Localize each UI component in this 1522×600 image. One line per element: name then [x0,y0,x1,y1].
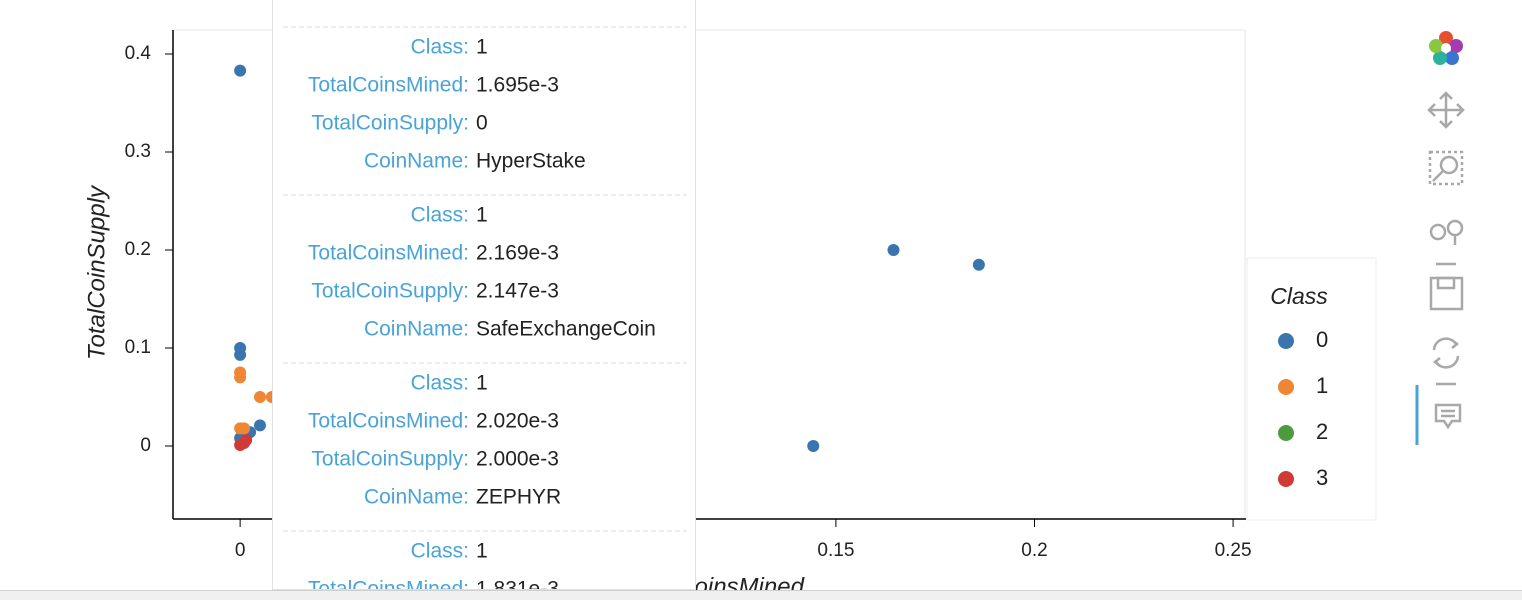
hover-tooltip: CoinName: Bitshares Class: 1 TotalCoinsMined… [272,0,696,590]
tooltip-value: HyperStake [476,150,586,173]
x-tick-label: 0.25 [1215,540,1252,561]
legend-label: 3 [1316,465,1328,490]
tooltip-value: 1 [476,36,488,59]
bokeh-logo [1429,31,1463,65]
tooltip-label: TotalCoinsMined: [308,242,469,265]
tooltip-value: 2.020e-3 [476,410,559,433]
tooltip-value: 0 [476,112,488,135]
tooltip-value: 1 [476,540,488,563]
data-point [253,419,266,432]
y-tick-label: 0.1 [125,337,151,358]
tooltip-label: CoinName: [364,318,469,341]
tooltip-label: Class: [411,540,469,563]
tooltip-value: 1.831e-3 [476,578,559,590]
legend-title: Class [1270,283,1328,309]
y-tick-label: 0.2 [125,239,151,260]
tooltip-label: TotalCoinSupply: [311,448,469,471]
tooltip-label: TotalCoinSupply: [311,280,469,303]
tooltip-value: 2.147e-3 [476,280,559,303]
reset-tool[interactable] [1432,337,1460,369]
tooltip-label: TotalCoinsMined: [308,578,469,590]
tooltip-label: Class: [411,204,469,227]
y-tick-label: 0.4 [125,43,152,64]
tooltip-value: 2.169e-3 [476,242,559,265]
y-tick-label: 0.3 [125,141,151,162]
tooltip-value: 1.695e-3 [476,74,559,97]
legend-marker [1278,425,1294,441]
legend-marker [1278,471,1294,487]
tooltip-label: Class: [411,36,469,59]
legend-label: 1 [1316,373,1328,398]
data-point [887,244,900,257]
tooltip-label: TotalCoinsMined: [308,74,469,97]
legend-label: 2 [1316,419,1328,444]
tooltip-label: CoinName: [364,486,469,509]
tooltip-label: TotalCoinsMined: [308,410,469,433]
tooltip-label: TotalCoinSupply: [311,112,469,135]
y-tick-label: 0 [140,435,151,456]
legend-box [1246,257,1377,521]
pan-tool[interactable] [1427,91,1465,129]
data-point [238,422,251,435]
tooltip-value: 2.000e-3 [476,448,559,471]
tooltip-value: 1 [476,372,488,395]
data-point [234,348,247,361]
tooltip-value: Bitshares [476,0,564,5]
data-point [234,64,247,77]
tooltip-value: SafeExchangeCoin [476,318,656,341]
box-zoom-tool[interactable] [1428,150,1464,186]
wheel-zoom-tool[interactable] [1429,219,1464,245]
hover-tool[interactable] [1434,403,1462,430]
toolbar [1415,31,1465,445]
data-point [234,371,247,384]
save-tool[interactable] [1429,276,1464,311]
tooltip-label: CoinName: [364,0,469,5]
x-tick-label: 0 [235,540,246,561]
legend-label: 0 [1316,327,1328,352]
tooltip-label: Class: [411,372,469,395]
data-point [253,390,266,403]
legend-marker [1278,333,1294,349]
y-axis-label: TotalCoinSupply [83,184,110,360]
tooltip-label: CoinName: [364,150,469,173]
legend-marker [1278,379,1294,395]
x-tick-label: 0.2 [1021,540,1047,561]
tooltip-content: CoinName: Bitshares Class: 1 TotalCoinsMined… [283,0,687,590]
bottom-scroll-bar [0,590,1522,600]
x-tick-label: 0.15 [817,540,854,561]
tooltip-value: 1 [476,204,488,227]
data-point [807,439,820,452]
data-point [972,258,985,271]
data-point [238,437,251,450]
tooltip-value: ZEPHYR [476,486,561,509]
